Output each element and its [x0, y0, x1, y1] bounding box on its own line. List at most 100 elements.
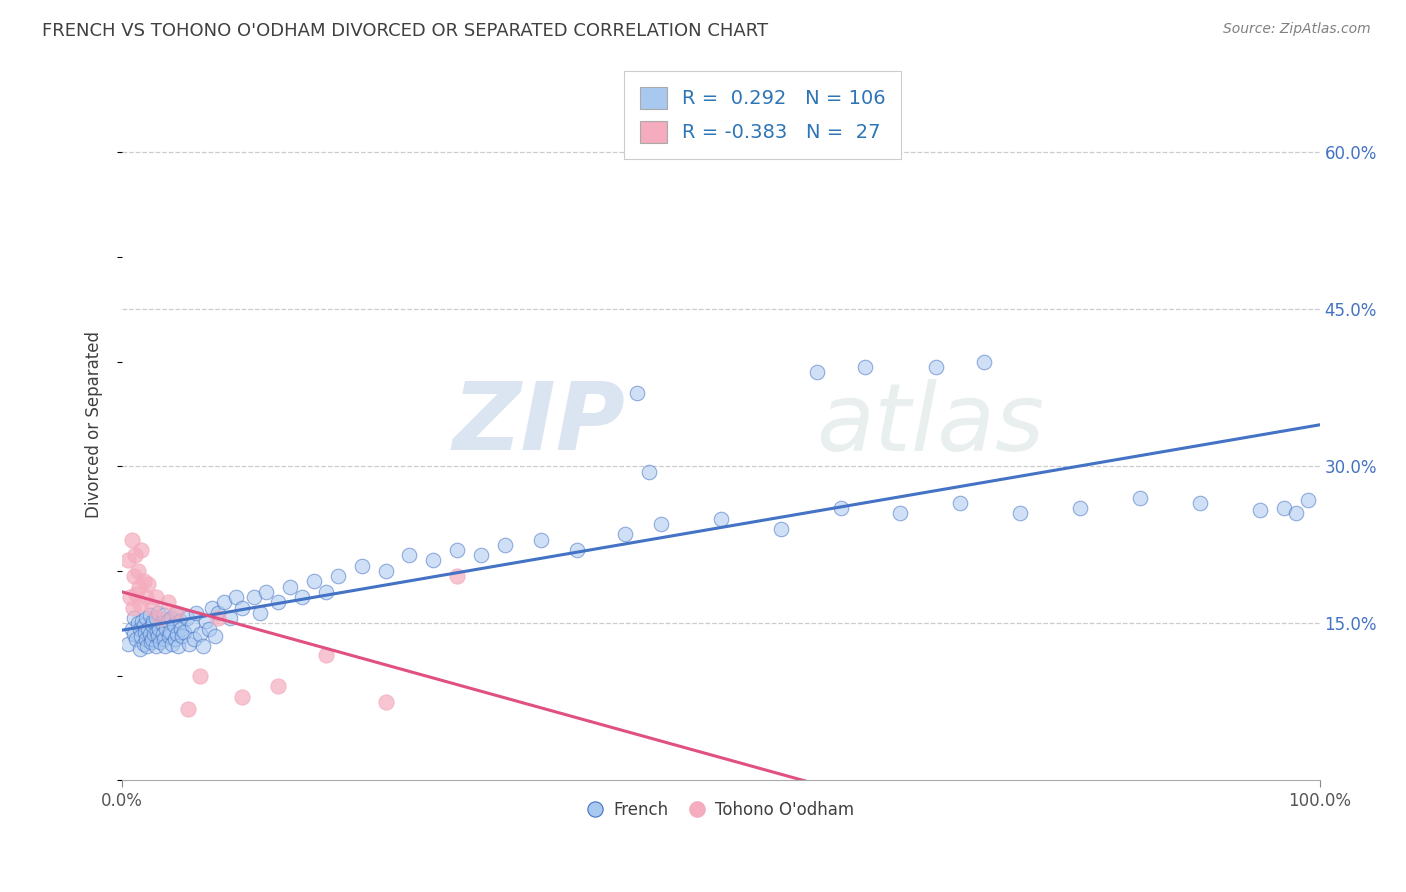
Point: [156, 595, 179, 609]
Point: [153, 632, 176, 646]
Point: [121, 533, 143, 547]
Point: [117, 553, 139, 567]
Y-axis label: Divorced or Separated: Divorced or Separated: [86, 331, 103, 518]
Point: [145, 640, 167, 654]
Point: [117, 637, 139, 651]
Point: [1069, 501, 1091, 516]
Point: [141, 618, 163, 632]
Point: [139, 635, 162, 649]
Point: [165, 606, 187, 620]
Point: [141, 600, 163, 615]
Point: [949, 496, 972, 510]
Point: [1296, 492, 1319, 507]
Point: [470, 548, 492, 562]
Point: [122, 626, 145, 640]
Point: [374, 695, 396, 709]
Point: [170, 629, 193, 643]
Point: [267, 595, 290, 609]
Point: [638, 465, 661, 479]
Point: [302, 574, 325, 589]
Point: [149, 611, 172, 625]
Text: ZIP: ZIP: [453, 378, 626, 470]
Point: [207, 611, 229, 625]
Point: [626, 386, 648, 401]
Point: [150, 616, 173, 631]
Point: [1249, 503, 1271, 517]
Point: [153, 640, 176, 654]
Point: [127, 564, 149, 578]
Point: [315, 585, 337, 599]
Point: [614, 527, 637, 541]
Point: [122, 611, 145, 625]
Point: [1010, 507, 1032, 521]
Point: [710, 511, 733, 525]
Point: [162, 618, 184, 632]
Point: [149, 635, 172, 649]
Point: [162, 637, 184, 651]
Point: [125, 587, 148, 601]
Point: [152, 626, 174, 640]
Point: [176, 611, 198, 625]
Point: [193, 640, 215, 654]
Point: [853, 359, 876, 374]
Point: [124, 548, 146, 562]
Point: [132, 637, 155, 651]
Point: [145, 590, 167, 604]
Point: [121, 622, 143, 636]
Point: [138, 607, 160, 622]
Point: [249, 606, 271, 620]
Point: [374, 564, 396, 578]
Point: [1284, 507, 1306, 521]
Point: [166, 626, 188, 640]
Point: [169, 614, 191, 628]
Point: [291, 590, 314, 604]
Point: [194, 614, 217, 628]
Point: [398, 548, 420, 562]
Point: [1272, 501, 1295, 516]
Point: [129, 642, 152, 657]
Point: [422, 553, 444, 567]
Point: [146, 629, 169, 643]
Point: [207, 606, 229, 620]
Point: [129, 598, 152, 612]
Point: [132, 574, 155, 589]
Point: [254, 585, 277, 599]
Point: [153, 607, 176, 622]
Point: [177, 702, 200, 716]
Point: [142, 614, 165, 628]
Point: [806, 365, 828, 379]
Point: [925, 359, 948, 374]
Point: [138, 622, 160, 636]
Point: [218, 611, 240, 625]
Point: [129, 543, 152, 558]
Point: [157, 629, 180, 643]
Point: [128, 580, 150, 594]
Point: [204, 629, 226, 643]
Point: [135, 632, 157, 646]
Point: [186, 606, 208, 620]
Point: [121, 600, 143, 615]
Point: [212, 595, 235, 609]
Point: [127, 616, 149, 631]
Point: [134, 624, 156, 639]
Point: [138, 576, 160, 591]
Point: [141, 632, 163, 646]
Point: [132, 618, 155, 632]
Point: [1129, 491, 1152, 505]
Point: [315, 648, 337, 662]
Text: Source: ZipAtlas.com: Source: ZipAtlas.com: [1223, 22, 1371, 37]
Point: [973, 354, 995, 368]
Point: [446, 569, 468, 583]
Point: [129, 629, 152, 643]
Point: [122, 569, 145, 583]
Point: [131, 614, 153, 628]
Point: [1188, 496, 1211, 510]
Point: [201, 600, 224, 615]
Point: [148, 622, 170, 636]
Point: [231, 690, 253, 704]
Point: [160, 611, 183, 625]
Point: [188, 626, 211, 640]
Point: [326, 569, 349, 583]
Point: [183, 632, 205, 646]
Point: [769, 522, 792, 536]
